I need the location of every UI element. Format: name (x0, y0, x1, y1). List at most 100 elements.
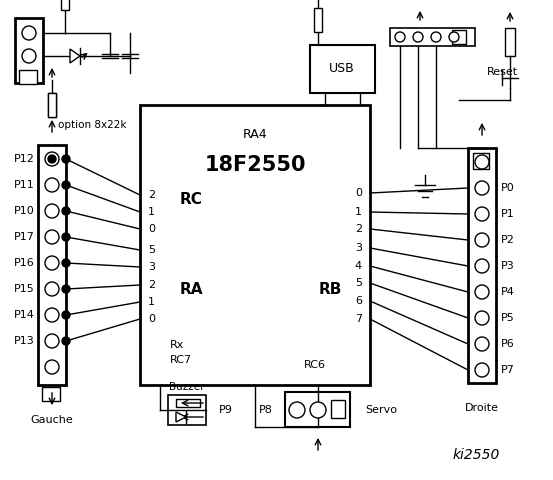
Text: Rx: Rx (170, 340, 184, 350)
Text: 5: 5 (148, 245, 155, 255)
Text: P13: P13 (14, 336, 35, 346)
Text: 1: 1 (148, 297, 155, 307)
Text: Gauche: Gauche (30, 415, 74, 425)
Circle shape (475, 181, 489, 195)
Text: USB: USB (329, 62, 355, 75)
Circle shape (62, 337, 70, 345)
Text: 2: 2 (148, 280, 155, 290)
Text: option 8x22k: option 8x22k (58, 120, 127, 130)
Circle shape (45, 230, 59, 244)
Text: 1: 1 (355, 207, 362, 217)
Text: P11: P11 (14, 180, 35, 190)
Circle shape (475, 207, 489, 221)
Circle shape (62, 181, 70, 189)
Text: RC6: RC6 (304, 360, 326, 370)
Circle shape (62, 311, 70, 319)
Text: RC: RC (180, 192, 203, 207)
Text: P12: P12 (14, 154, 35, 164)
Bar (505, 28, 515, 56)
Text: RA: RA (180, 283, 204, 298)
Circle shape (395, 32, 405, 42)
Circle shape (475, 233, 489, 247)
Text: 4: 4 (355, 261, 362, 271)
Bar (331, 400, 345, 418)
Circle shape (475, 311, 489, 325)
Circle shape (45, 204, 59, 218)
Circle shape (22, 26, 36, 40)
Text: P2: P2 (501, 235, 515, 245)
Text: Servo: Servo (365, 405, 397, 415)
Circle shape (475, 337, 489, 351)
Text: 5: 5 (355, 278, 362, 288)
Circle shape (475, 259, 489, 273)
Bar (61, 0, 69, 10)
Circle shape (62, 259, 70, 267)
Circle shape (62, 233, 70, 241)
Text: Buzzer: Buzzer (169, 382, 205, 392)
Circle shape (475, 285, 489, 299)
Text: P1: P1 (501, 209, 515, 219)
Circle shape (48, 155, 56, 163)
Circle shape (413, 32, 423, 42)
Text: 0: 0 (148, 314, 155, 324)
Bar (48, 93, 56, 117)
Bar (176, 399, 200, 407)
Text: P0: P0 (501, 183, 515, 193)
Text: 6: 6 (355, 296, 362, 306)
Text: P3: P3 (501, 261, 515, 271)
Text: 7: 7 (355, 314, 362, 324)
Circle shape (449, 32, 459, 42)
Bar (38, 145, 66, 385)
Text: P9: P9 (219, 405, 233, 415)
Text: 1: 1 (148, 207, 155, 217)
Bar (310, 45, 375, 93)
Text: P16: P16 (14, 258, 35, 268)
Text: P15: P15 (14, 284, 35, 294)
Circle shape (45, 256, 59, 270)
Bar (468, 148, 496, 383)
Circle shape (45, 308, 59, 322)
Bar (15, 18, 43, 83)
Bar (285, 392, 350, 427)
Bar (48, 93, 56, 117)
Text: RC7: RC7 (170, 355, 192, 365)
Circle shape (45, 152, 59, 166)
Bar (314, 8, 322, 32)
Polygon shape (176, 412, 186, 422)
Bar (42, 387, 60, 401)
Bar (452, 30, 466, 44)
Text: 18F2550: 18F2550 (204, 155, 306, 175)
Bar (473, 153, 489, 169)
Circle shape (22, 49, 36, 63)
Circle shape (475, 155, 489, 169)
Text: Reset: Reset (487, 67, 518, 77)
Text: 3: 3 (148, 262, 155, 272)
Text: P8: P8 (259, 405, 273, 415)
Text: P17: P17 (14, 232, 35, 242)
Circle shape (45, 178, 59, 192)
Circle shape (431, 32, 441, 42)
Text: 0: 0 (355, 188, 362, 198)
Text: RB: RB (319, 283, 342, 298)
Circle shape (62, 207, 70, 215)
Text: P10: P10 (14, 206, 35, 216)
Text: 2: 2 (148, 190, 155, 200)
Text: P4: P4 (501, 287, 515, 297)
Text: 0: 0 (148, 224, 155, 234)
Bar (390, 28, 475, 46)
Circle shape (310, 402, 326, 418)
Text: Droite: Droite (465, 403, 499, 413)
Bar (140, 105, 370, 385)
Text: RA4: RA4 (243, 129, 267, 142)
Circle shape (62, 155, 70, 163)
Text: P14: P14 (14, 310, 35, 320)
Circle shape (45, 334, 59, 348)
Bar (168, 395, 206, 425)
Text: P5: P5 (501, 313, 515, 323)
Bar (19, 70, 37, 84)
Circle shape (475, 363, 489, 377)
Circle shape (62, 285, 70, 293)
Circle shape (45, 282, 59, 296)
Polygon shape (70, 49, 80, 63)
Text: ki2550: ki2550 (452, 448, 500, 462)
